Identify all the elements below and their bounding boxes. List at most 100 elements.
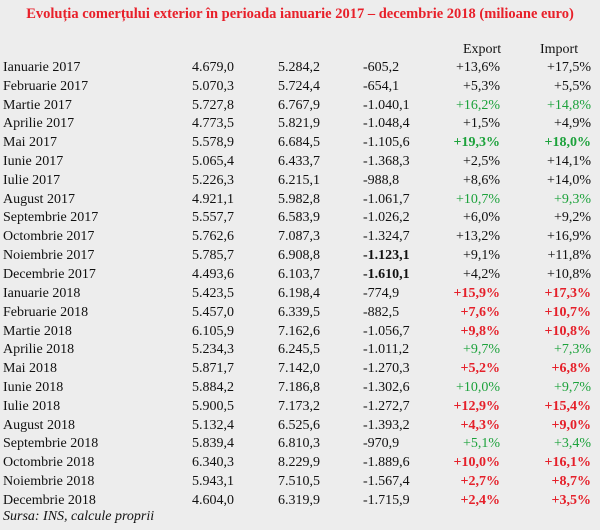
export-value-cell: 4.773,5 [192,116,234,132]
export-change-cell: +2,7% [460,474,500,489]
import-change-cell: +5,5% [553,78,591,94]
table-row: Mai 2018 5.871,7 7.142,0 -1.270,3 +5,2% +6,8% [0,361,600,377]
import-change-cell: +14,1% [546,154,591,169]
export-change-cell: +13,6% [455,60,500,75]
import-change-cell: +16,1% [544,455,591,471]
balance-cell: -1.302,6 [363,380,410,395]
import-value-cell: 6.198,4 [278,286,320,301]
table-row: Aprilie 2018 5.234,3 6.245,5 -1.011,2 +9,7% +… [0,342,600,358]
import-change-cell: +10,8% [546,266,591,282]
export-change-cell: +10,7% [455,191,500,207]
month-cell: Septembrie 2018 [3,436,99,452]
export-change-cell: +2,4% [460,492,500,508]
import-change-cell: +4,9% [553,116,591,132]
table-row: Decembrie 2018 4.604,0 6.319,9 -1.715,9 +2,4… [0,493,600,509]
export-change-cell: +5,3% [462,78,500,94]
import-value-cell: 7.087,3 [278,229,320,245]
export-value-cell: 4.921,1 [192,191,234,207]
table-row: August 2017 4.921,1 5.982,8 -1.061,7 +10,7% +… [0,192,600,208]
balance-cell: -1.272,7 [363,398,410,414]
export-change-cell: +10,0% [455,380,500,395]
month-cell: Martie 2017 [3,97,72,113]
table-row: Octombrie 2018 6.340,3 8.229,9 -1.889,6 +10,… [0,455,600,471]
table-row: Iulie 2018 5.900,5 7.173,2 -1.272,7 +12,9% +1… [0,399,600,415]
import-change-cell: +7,3% [553,342,591,358]
export-change-cell: +2,5% [462,154,500,169]
month-cell: Iulie 2017 [3,172,61,188]
table-row: August 2018 5.132,4 6.525,6 -1.393,2 +4,3% +9… [0,418,600,434]
month-cell: Mai 2017 [3,135,58,151]
export-value-cell: 5.132,4 [192,417,234,433]
export-value-cell: 4.679,0 [192,60,234,75]
table-row: Decembrie 2017 4.493,6 6.103,7 -1.610,1 +4,2… [0,267,600,283]
table-row: Octombrie 2017 5.762,6 7.087,3 -1.324,7 +13,… [0,229,600,245]
import-change-cell: +14,8% [546,97,591,113]
import-value-cell: 6.767,9 [278,97,320,113]
export-value-cell: 5.423,5 [192,286,234,301]
export-value-cell: 5.226,3 [192,172,234,188]
balance-cell: -1.061,7 [363,191,410,207]
export-value-cell: 5.070,3 [192,78,234,94]
table-row: Iunie 2017 5.065,4 6.433,7 -1.368,3 +2,5% +14… [0,154,600,170]
export-change-cell: +8,6% [462,172,500,188]
export-change-cell: +10,0% [453,455,500,471]
balance-cell: -1.324,7 [363,229,410,245]
balance-cell: -1.567,4 [363,474,410,489]
import-value-cell: 6.245,5 [278,342,320,358]
month-cell: August 2018 [3,417,75,433]
month-cell: Februarie 2018 [3,304,89,320]
import-value-cell: 7.162,6 [278,323,320,339]
export-column-header: Export [463,42,502,57]
export-change-cell: +12,9% [453,398,500,414]
export-value-cell: 5.785,7 [192,248,234,263]
export-value-cell: 5.457,0 [192,304,234,320]
month-cell: Noiembrie 2018 [3,474,95,489]
import-change-cell: +17,3% [544,286,591,301]
month-cell: August 2017 [3,191,75,207]
export-value-cell: 5.884,2 [192,380,234,395]
import-value-cell: 6.525,6 [278,417,320,433]
import-change-cell: +8,7% [551,474,591,489]
export-change-cell: +7,6% [460,304,500,320]
import-value-cell: 6.908,8 [278,248,320,263]
import-change-cell: +6,8% [551,361,591,377]
page-title: Evoluția comerțului exterior în perioada… [26,6,574,22]
export-change-cell: +1,5% [462,116,500,132]
import-value-cell: 6.319,9 [278,492,320,508]
table-row: Ianuarie 2017 4.679,0 5.284,2 -605,2 +13,6% +… [0,60,600,76]
month-cell: Mai 2018 [3,361,58,377]
balance-cell: -605,2 [363,60,400,75]
month-cell: Octombrie 2017 [3,229,95,245]
month-cell: Iunie 2017 [3,154,64,169]
import-value-cell: 5.724,4 [278,78,320,94]
export-change-cell: +16,2% [455,97,500,113]
export-change-cell: +19,3% [453,135,500,151]
import-change-cell: +10,8% [544,323,591,339]
table-row: Iunie 2018 5.884,2 7.186,8 -1.302,6 +10,0% +9… [0,380,600,396]
import-value-cell: 8.229,9 [278,455,320,471]
export-change-cell: +5,2% [460,361,500,377]
table-row: Februarie 2018 5.457,0 6.339,5 -882,5 +7,6% +… [0,305,600,321]
import-value-cell: 7.142,0 [278,361,320,377]
balance-cell: -1.368,3 [363,154,410,169]
balance-cell: -1.610,1 [363,266,410,282]
balance-cell: -1.105,6 [363,135,410,151]
table-row: Februarie 2017 5.070,3 5.724,4 -654,1 +5,3% +… [0,79,600,95]
table-row: Septembrie 2018 5.839,4 6.810,3 -970,9 +5,1%… [0,436,600,452]
balance-cell: -1.026,2 [363,210,410,226]
balance-cell: -1.056,7 [363,323,410,339]
balance-cell: -1.048,4 [363,116,410,132]
export-value-cell: 5.234,3 [192,342,234,358]
export-change-cell: +4,2% [462,266,500,282]
import-change-cell: +3,4% [553,436,591,452]
import-change-cell: +9,7% [553,380,591,395]
balance-cell: -1.040,1 [363,97,410,113]
month-cell: Ianuarie 2017 [3,60,81,75]
table-row: Ianuarie 2018 5.423,5 6.198,4 -774,9 +15,9% +… [0,286,600,302]
export-value-cell: 6.340,3 [192,455,234,471]
import-value-cell: 7.186,8 [278,380,320,395]
export-value-cell: 5.943,1 [192,474,234,489]
month-cell: Februarie 2017 [3,78,89,94]
import-change-cell: +14,0% [546,172,591,188]
import-value-cell: 5.284,2 [278,60,320,75]
